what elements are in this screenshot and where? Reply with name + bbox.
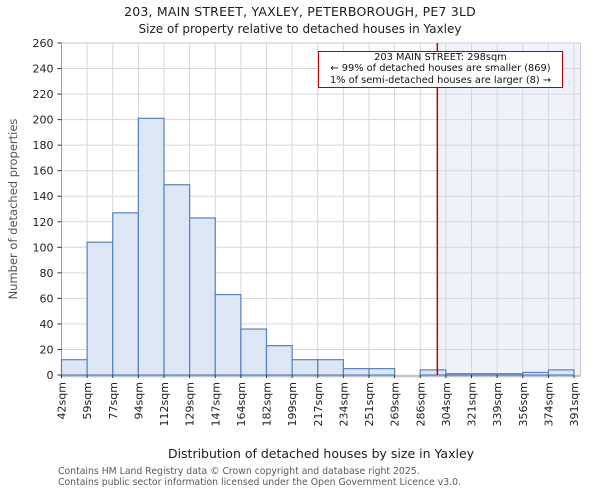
annotation-address-line: 203 MAIN STREET: 298sqm xyxy=(374,52,507,63)
histogram-bar xyxy=(86,241,114,376)
histogram-bar xyxy=(291,359,319,376)
x-tick-label: 129sqm xyxy=(184,382,197,426)
histogram-bar xyxy=(317,359,344,376)
x-tick-label: 391sqm xyxy=(568,382,581,426)
y-tick-label: 260 xyxy=(33,37,54,50)
annotation-larger-line: 1% of semi-detached houses are larger (8… xyxy=(329,74,552,86)
histogram-bar xyxy=(163,184,191,376)
y-tick-label: 240 xyxy=(33,63,54,76)
histogram-bar xyxy=(496,373,524,376)
y-tick-label: 140 xyxy=(33,190,54,203)
histogram-bar xyxy=(547,369,575,376)
footer-line-2: Contains public sector information licen… xyxy=(58,477,461,488)
y-tick-label: 160 xyxy=(33,165,54,178)
chart-title: 203, MAIN STREET, YAXLEY, PETERBOROUGH, … xyxy=(124,4,476,19)
x-tick-label: 356sqm xyxy=(517,382,530,426)
x-tick-label: 286sqm xyxy=(414,382,427,426)
x-tick-label: 304sqm xyxy=(440,382,453,426)
marker-annotation-box: 203 MAIN STREET: 298sqm ← 99% of detache… xyxy=(318,51,563,88)
histogram-bar xyxy=(445,373,473,376)
x-tick-label: 234sqm xyxy=(337,382,350,426)
y-tick-label: 80 xyxy=(40,267,54,280)
histogram-bar xyxy=(137,117,165,376)
footer-line-1: Contains HM Land Registry data © Crown c… xyxy=(58,466,420,477)
x-tick-label: 199sqm xyxy=(286,382,299,426)
histogram-bar xyxy=(265,345,293,376)
y-tick-label: 100 xyxy=(33,241,54,254)
y-tick-label: 20 xyxy=(40,343,54,356)
y-tick-label: 220 xyxy=(33,88,54,101)
x-tick-label: 59sqm xyxy=(81,382,94,419)
histogram-bar xyxy=(470,373,498,376)
x-axis-title: Distribution of detached houses by size … xyxy=(168,446,475,461)
x-tick-label: 251sqm xyxy=(363,382,376,426)
x-tick-label: 164sqm xyxy=(235,382,248,426)
histogram-bar xyxy=(112,212,139,376)
x-tick-label: 112sqm xyxy=(158,382,171,426)
histogram-bar xyxy=(522,371,549,376)
histogram-bar xyxy=(368,368,396,376)
x-tick-label: 339sqm xyxy=(491,382,504,426)
y-tick-label: 40 xyxy=(40,318,54,331)
license-footer: Contains HM Land Registry data © Crown c… xyxy=(58,466,598,488)
y-axis-title: Number of detached properties xyxy=(6,119,20,300)
x-tick-label: 182sqm xyxy=(261,382,274,426)
histogram-bar xyxy=(240,328,268,376)
histogram-bar xyxy=(189,217,216,376)
x-tick-label: 374sqm xyxy=(542,382,555,426)
histogram-bar xyxy=(60,359,88,376)
annotation-smaller-line: ← 99% of detached houses are smaller (86… xyxy=(330,63,551,75)
chart-subtitle: Size of property relative to detached ho… xyxy=(138,22,462,36)
y-tick-label: 120 xyxy=(33,216,54,229)
x-tick-label: 94sqm xyxy=(132,382,145,419)
x-tick-label: 217sqm xyxy=(312,382,325,426)
y-tick-label: 200 xyxy=(33,114,54,127)
y-tick-label: 0 xyxy=(47,369,54,382)
x-tick-label: 321sqm xyxy=(466,382,479,426)
x-tick-label: 42sqm xyxy=(56,382,69,419)
histogram-bar xyxy=(419,369,447,376)
larger-region-highlight xyxy=(437,43,581,375)
y-tick-label: 180 xyxy=(33,139,54,152)
x-tick-label: 269sqm xyxy=(389,382,402,426)
x-tick-label: 147sqm xyxy=(209,382,222,426)
histogram-bar xyxy=(214,293,242,376)
histogram-bar xyxy=(342,368,370,376)
y-tick-label: 60 xyxy=(40,292,54,305)
x-tick-label: 77sqm xyxy=(107,382,120,419)
